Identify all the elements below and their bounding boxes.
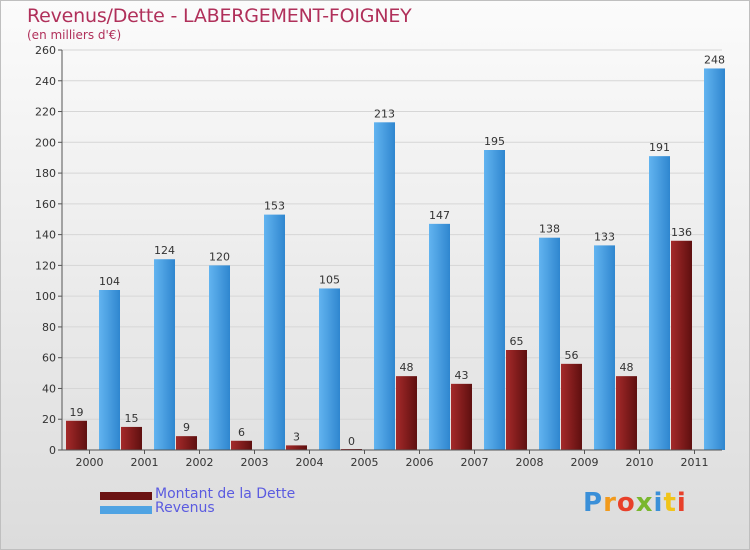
x-tick-label: 2009 bbox=[571, 456, 599, 469]
data-label-revenue: 248 bbox=[704, 53, 725, 66]
y-tick-label: 160 bbox=[35, 198, 56, 211]
bar-revenue bbox=[319, 288, 340, 450]
y-tick-label: 120 bbox=[35, 259, 56, 272]
data-label-revenue: 213 bbox=[374, 107, 395, 120]
legend-swatch-debt bbox=[100, 492, 152, 500]
bar-debt bbox=[66, 420, 87, 450]
data-label-debt: 6 bbox=[238, 426, 245, 439]
bar-revenue bbox=[429, 223, 450, 450]
y-tick-label: 240 bbox=[35, 75, 56, 88]
legend-label-revenue: Revenus bbox=[155, 500, 215, 516]
x-tick-label: 2011 bbox=[681, 456, 709, 469]
y-tick-label: 20 bbox=[42, 413, 56, 426]
data-label-debt: 65 bbox=[510, 335, 524, 348]
data-label-debt: 15 bbox=[125, 412, 139, 425]
data-label-debt: 0 bbox=[348, 435, 355, 448]
x-tick-label: 2006 bbox=[406, 456, 434, 469]
chart-subtitle: (en milliers d'€) bbox=[27, 28, 122, 42]
y-tick-label: 180 bbox=[35, 167, 56, 180]
bar-revenue bbox=[209, 265, 230, 450]
y-tick-label: 100 bbox=[35, 290, 56, 303]
y-tick-label: 80 bbox=[42, 321, 56, 334]
bar-debt bbox=[231, 440, 252, 450]
y-tick-label: 200 bbox=[35, 136, 56, 149]
y-tick-label: 220 bbox=[35, 106, 56, 119]
y-tick-label: 40 bbox=[42, 382, 56, 395]
bar-debt bbox=[506, 350, 527, 450]
bar-revenue bbox=[154, 259, 175, 450]
bar-debt bbox=[671, 240, 692, 450]
data-label-debt: 48 bbox=[620, 361, 634, 374]
legend-swatch-revenue bbox=[100, 506, 152, 514]
bar-debt bbox=[451, 383, 472, 450]
data-label-revenue: 191 bbox=[649, 141, 670, 154]
x-tick-label: 2008 bbox=[516, 456, 544, 469]
bar-debt bbox=[286, 445, 307, 450]
data-label-debt: 56 bbox=[565, 349, 579, 362]
bar-debt bbox=[121, 426, 142, 450]
data-label-revenue: 133 bbox=[594, 230, 615, 243]
data-label-debt: 136 bbox=[671, 226, 692, 239]
bar-revenue bbox=[99, 290, 120, 450]
bar-revenue bbox=[539, 237, 560, 450]
chart-title: Revenus/Dette - LABERGEMENT-FOIGNEY bbox=[27, 5, 412, 27]
x-tick-label: 2001 bbox=[131, 456, 159, 469]
bar-debt bbox=[396, 376, 417, 450]
legend-label-debt: Montant de la Dette bbox=[155, 486, 296, 502]
data-label-revenue: 120 bbox=[209, 250, 230, 263]
data-label-revenue: 195 bbox=[484, 135, 505, 148]
bar-debt bbox=[176, 436, 197, 450]
bar-revenue bbox=[374, 122, 395, 451]
bar-revenue bbox=[264, 214, 285, 450]
proxiti-logo: Proxiti bbox=[583, 488, 687, 518]
x-tick-label: 2003 bbox=[241, 456, 269, 469]
bar-debt bbox=[561, 363, 582, 450]
y-tick-label: 260 bbox=[35, 44, 56, 57]
x-tick-label: 2000 bbox=[76, 456, 104, 469]
bar-revenue bbox=[484, 150, 505, 450]
data-label-debt: 3 bbox=[293, 430, 300, 443]
bar-revenue bbox=[594, 245, 615, 450]
x-tick-label: 2010 bbox=[626, 456, 654, 469]
data-label-debt: 43 bbox=[455, 369, 469, 382]
data-label-debt: 48 bbox=[400, 361, 414, 374]
data-label-revenue: 138 bbox=[539, 223, 560, 236]
data-label-revenue: 105 bbox=[319, 273, 340, 286]
x-tick-label: 2004 bbox=[296, 456, 324, 469]
data-label-revenue: 124 bbox=[154, 244, 175, 257]
x-tick-label: 2007 bbox=[461, 456, 489, 469]
data-label-debt: 19 bbox=[70, 406, 84, 419]
y-tick-label: 60 bbox=[42, 352, 56, 365]
bar-revenue bbox=[649, 156, 670, 450]
y-tick-label: 140 bbox=[35, 229, 56, 242]
bar-debt bbox=[616, 376, 637, 450]
data-label-revenue: 147 bbox=[429, 209, 450, 222]
x-tick-label: 2005 bbox=[351, 456, 379, 469]
y-tick-label: 0 bbox=[49, 444, 56, 457]
data-label-revenue: 153 bbox=[264, 200, 285, 213]
data-label-revenue: 104 bbox=[99, 275, 120, 288]
x-tick-label: 2002 bbox=[186, 456, 214, 469]
bar-revenue bbox=[704, 68, 725, 450]
data-label-debt: 9 bbox=[183, 421, 190, 434]
